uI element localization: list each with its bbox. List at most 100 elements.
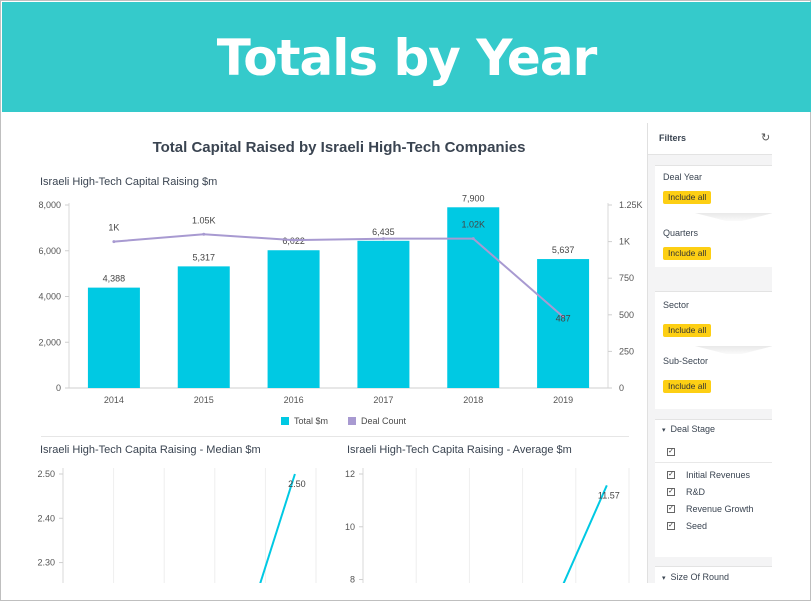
bar-data-label: 5,317 [192,252,215,262]
deal-stage-filter-group: ▾ Deal Stage ✓ ✓ Initial Revenues ✓ R&D … [655,419,772,557]
deal-year-include-all-button[interactable]: Include all [663,191,712,204]
deal-stage-option-label: Initial Revenues [686,470,751,480]
filters-panel: Filters ↻ Deal Year Include all Quarters… [647,123,772,583]
legend-deal-count-swatch [348,417,357,425]
divider [655,462,772,463]
deal-stage-option[interactable]: ✓ R&D [667,487,705,497]
deal-count-line [113,233,564,318]
checkbox-icon[interactable]: ✓ [667,488,675,496]
y-tick-label: 2.30 [37,558,55,568]
median-chart: 2.30 2.40 2.50 2.50 [37,468,317,583]
deal-year-label: Deal Year [663,172,703,182]
y-right-tick-label: 750 [619,273,634,283]
top-chart-title: Israeli High-Tech Capital Raising $m [40,176,218,188]
x-tick-label: 2015 [194,395,214,405]
y-tick-label: 8 [350,575,355,583]
deal-count-point [561,315,565,319]
checkbox-icon[interactable]: ✓ [667,471,675,479]
deal-count-data-label: 1.02K [461,220,485,230]
y-right-tick-label: 1K [619,237,630,247]
checkbox-icon[interactable]: ✓ [667,505,675,513]
sub-sector-include-all-button[interactable]: Include all [663,380,712,393]
filter-separator [695,213,772,221]
select-all-checkbox-row[interactable]: ✓ [667,448,686,456]
capital-raising-chart: 0 2,000 4,000 6,000 8,000 0 250 500 750 1K 1.25K 4,… [38,193,643,405]
chevron-down-icon: ▾ [662,575,666,582]
section-divider [41,436,629,437]
y-left-tick-label: 8,000 [38,200,61,210]
dashboard-title: Total Capital Raised by Israeli High-Tec… [152,139,526,156]
date-filter-group: Deal Year Include all Quarters Include a… [655,165,772,267]
size-of-round-header[interactable]: ▾ Size Of Round [662,572,729,582]
banner-title: Totals by Year [216,29,597,87]
bar-total-2016 [267,250,320,388]
title-banner: Totals by Year [2,2,811,112]
deal-count-point [381,237,385,241]
deal-stage-header[interactable]: ▾ Deal Stage [662,424,715,434]
deal-stage-option[interactable]: ✓ Seed [667,521,707,531]
deal-count-point [292,238,296,242]
filter-separator [695,346,772,354]
bar-total-2018 [447,207,500,388]
bar-total-2014 [87,287,140,388]
series-line [562,484,608,583]
median-chart-title: Israeli High-Tech Capita Raising - Media… [40,444,261,456]
bar-total-2017 [357,240,410,388]
x-tick-label: 2014 [104,395,124,405]
bar-data-label: 5,637 [552,245,575,255]
y-right-tick-label: 0 [619,383,624,393]
sector-label: Sector [663,300,690,310]
y-left-tick-label: 4,000 [38,292,61,302]
legend-total-swatch [281,417,289,425]
series-line [259,473,296,583]
deal-stage-option-label: Revenue Growth [686,504,754,514]
x-tick-label: 2016 [284,395,304,405]
y-left-tick-label: 6,000 [38,246,61,256]
deal-stage-option[interactable]: ✓ Revenue Growth [667,504,754,514]
chart-legend: Total $m Deal Count [281,416,406,426]
sub-sector-label: Sub-Sector [663,356,709,366]
x-tick-label: 2018 [463,395,483,405]
chevron-down-icon: ▾ [662,427,666,434]
y-tick-label: 2.50 [37,469,55,479]
deal-stage-option-label: R&D [686,487,706,497]
deal-count-point [112,240,116,244]
y-right-tick-label: 250 [619,346,634,356]
y-left-tick-label: 2,000 [38,337,61,347]
y-right-tick-label: 1.25K [619,200,643,210]
average-chart: 810127.7611.57 [345,468,630,583]
bar-data-label: 7,900 [462,193,485,203]
x-tick-label: 2017 [373,395,393,405]
average-chart-title: Israeli High-Tech Capita Raising - Avera… [347,444,572,456]
sector-filter-group: Sector Include all Sub-Sector Include al… [655,291,772,409]
y-right-tick-label: 500 [619,310,634,320]
dashboard: Total Capital Raised by Israeli High-Tec… [31,113,772,583]
y-left-tick-label: 0 [56,383,61,393]
deal-count-point [471,237,475,241]
bar-data-label: 6,435 [372,227,395,237]
data-label: 11.57 [598,490,620,500]
bar-total-2019 [537,259,590,388]
legend-total-label[interactable]: Total $m [294,416,329,426]
filters-title: Filters [659,133,687,143]
deal-count-data-label: 487 [556,314,571,324]
checkbox-icon[interactable]: ✓ [667,448,675,456]
bar-data-label: 4,388 [103,274,126,284]
checkbox-icon[interactable]: ✓ [667,522,675,530]
size-of-round-label: Size Of Round [670,572,730,582]
data-label: 2.50 [288,479,306,489]
filters-header: Filters ↻ [648,123,772,155]
y-tick-label: 10 [345,522,355,532]
quarters-label: Quarters [663,228,699,238]
sector-include-all-button[interactable]: Include all [663,324,712,337]
deal-count-data-label: 1K [108,223,119,233]
deal-stage-label: Deal Stage [670,424,716,434]
deal-stage-option[interactable]: ✓ Initial Revenues [667,470,750,480]
quarters-include-all-button[interactable]: Include all [663,247,712,260]
x-tick-label: 2019 [553,395,573,405]
deal-count-point [202,232,206,236]
legend-deal-count-label[interactable]: Deal Count [361,416,407,426]
size-of-round-filter-group: ▾ Size Of Round [655,566,772,583]
reset-icon[interactable]: ↻ [761,132,771,144]
